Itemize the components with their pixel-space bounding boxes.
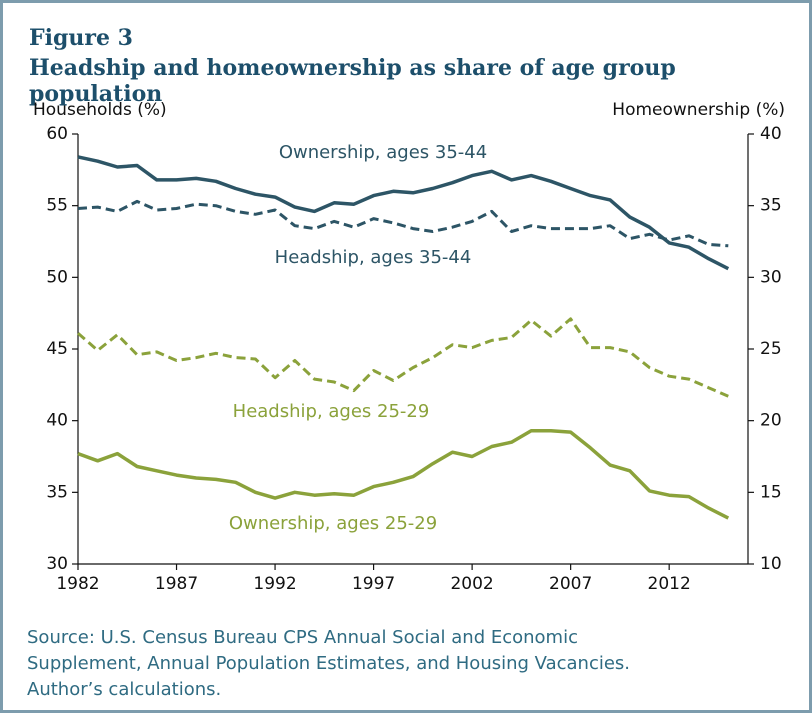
y-tick-label: 50	[46, 267, 68, 287]
series-label: Ownership, ages 25-29	[229, 513, 437, 534]
series-line	[77, 317, 729, 398]
y2-tick-label: 10	[760, 554, 782, 574]
figure-label: Figure 3	[29, 25, 133, 51]
y-tick-label: 40	[46, 411, 68, 431]
x-tick-label: 1982	[56, 574, 99, 594]
x-tick-label: 1997	[352, 574, 395, 594]
source-line: Supplement, Annual Population Estimates,…	[27, 653, 631, 674]
y2-tick-label: 40	[760, 124, 782, 144]
y-tick-label: 30	[46, 554, 68, 574]
y2-axis-label: Homeownership (%)	[612, 100, 785, 120]
y2-tick-label: 20	[760, 411, 782, 431]
x-tick-label: 2012	[648, 574, 691, 594]
y-axis-label: Households (%)	[33, 100, 167, 120]
series-line	[77, 155, 730, 271]
source-note: Source: U.S. Census Bureau CPS Annual So…	[27, 625, 787, 703]
y2-tick-label: 15	[760, 482, 782, 502]
y-tick-label: 60	[46, 124, 68, 144]
y2-tick-label: 35	[760, 196, 782, 216]
y-tick-label: 55	[46, 196, 68, 216]
source-line: Source: U.S. Census Bureau CPS Annual So…	[27, 627, 578, 648]
x-tick-label: 2007	[549, 574, 592, 594]
x-tick-label: 1987	[155, 574, 198, 594]
series-label: Headship, ages 25-29	[233, 401, 430, 422]
y2-tick-label: 30	[760, 267, 782, 287]
series-label: Ownership, ages 35-44	[279, 142, 487, 163]
y2-tick-label: 25	[760, 339, 782, 359]
series-line	[77, 199, 729, 248]
x-tick-label: 1992	[253, 574, 296, 594]
source-line: Author’s calculations.	[27, 679, 222, 700]
series-line	[77, 428, 730, 520]
y-tick-label: 45	[46, 339, 68, 359]
y-tick-label: 35	[46, 482, 68, 502]
chart-title: Headship and homeownership as share of a…	[29, 55, 676, 107]
series-label: Headship, ages 35-44	[275, 247, 472, 268]
x-tick-label: 2002	[450, 574, 493, 594]
chart: Households (%) Homeownership (%) 30 35 40 4…	[33, 100, 785, 594]
